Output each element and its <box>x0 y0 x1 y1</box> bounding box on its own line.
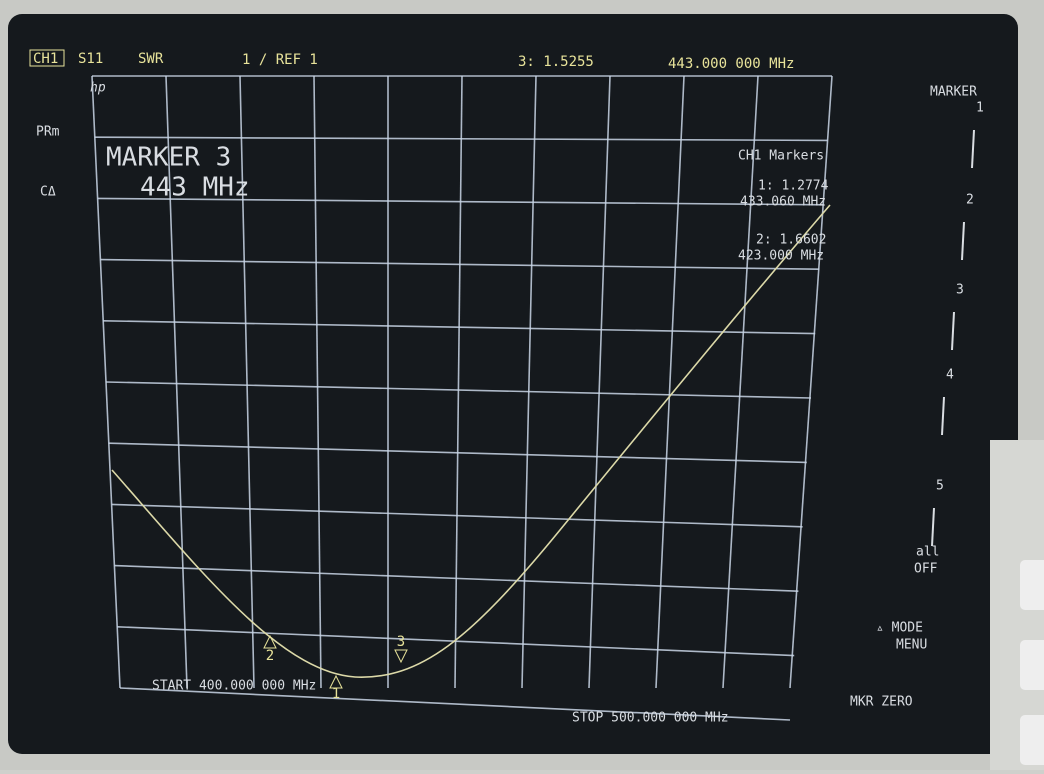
format: SWR <box>138 51 164 67</box>
grid-line <box>789 75 833 689</box>
grid-line <box>105 381 812 399</box>
marker-symbol <box>394 649 408 664</box>
softkey-mode[interactable]: ▵ MODE <box>876 621 923 636</box>
grid-line <box>313 75 322 689</box>
softkey-divider <box>971 129 975 169</box>
ca: CΔ <box>40 185 56 200</box>
display <box>8 14 1018 754</box>
grid-line <box>722 75 759 689</box>
softkey-label[interactable]: 2 <box>966 193 974 208</box>
active-freq: 443.000 000 MHz <box>668 56 794 72</box>
prm: PRm <box>36 125 60 140</box>
grid-line <box>588 75 611 689</box>
marker-1-value: 1: 1.2774 <box>758 179 829 194</box>
marker-symbol <box>329 674 343 689</box>
softkey-title: MARKER <box>930 85 977 100</box>
marker-list-title: CH1 Markers <box>738 149 824 164</box>
softkey-label[interactable]: 4 <box>946 368 954 383</box>
softkey-divider <box>941 396 945 436</box>
scale: 1 / REF 1 <box>242 52 318 68</box>
grid-line <box>454 75 463 689</box>
logo: hp <box>90 81 106 96</box>
softkey-all[interactable]: all <box>916 545 939 560</box>
trace-marker: 2 <box>266 648 274 664</box>
trace-marker: 1 <box>332 686 340 702</box>
marker-2-freq: 423.000 MHz <box>738 249 824 264</box>
stop-freq: STOP 500.000 000 MHz <box>572 711 729 726</box>
softkey-divider <box>931 507 935 547</box>
marker-2-value: 2: 1.6602 <box>756 233 826 248</box>
graticule <box>91 75 833 721</box>
trace <box>111 204 831 678</box>
channel-box <box>29 49 65 67</box>
marker-symbol <box>263 634 277 649</box>
grid-line <box>165 75 188 689</box>
softkey-label[interactable]: 3 <box>956 283 964 298</box>
softkey-divider <box>951 311 955 351</box>
grid-line <box>114 564 799 592</box>
grid-line <box>521 75 537 689</box>
grid-line <box>117 626 795 657</box>
softkey-label[interactable]: 1 <box>976 101 984 116</box>
hard-key[interactable] <box>1020 560 1044 610</box>
parameter: S11 <box>78 51 103 67</box>
hard-key[interactable] <box>1020 640 1044 690</box>
hard-key[interactable] <box>1020 715 1044 765</box>
marker-box-freq: 443 MHz <box>140 173 250 203</box>
grid-line <box>119 687 791 721</box>
start-freq: START 400.000 000 MHz <box>152 679 316 694</box>
marker-1-freq: 433.060 MHz <box>740 195 826 210</box>
channel: CH1 <box>33 51 58 67</box>
softkey-label[interactable]: 5 <box>936 479 944 494</box>
softkey-zero[interactable]: MKR ZERO <box>850 695 913 710</box>
trace-marker: 3 <box>397 634 405 650</box>
softkey-off[interactable]: OFF <box>914 562 938 577</box>
softkey-divider <box>961 221 965 261</box>
grid-line <box>239 75 255 689</box>
grid-line <box>111 503 803 528</box>
grid-line <box>108 442 807 464</box>
softkey-menu[interactable]: MENU <box>896 638 927 653</box>
active-marker: 3: 1.5255 <box>518 54 594 70</box>
marker-box-title: MARKER 3 <box>106 143 231 173</box>
softkeys: 1 2 3 4 5 <box>931 101 984 547</box>
